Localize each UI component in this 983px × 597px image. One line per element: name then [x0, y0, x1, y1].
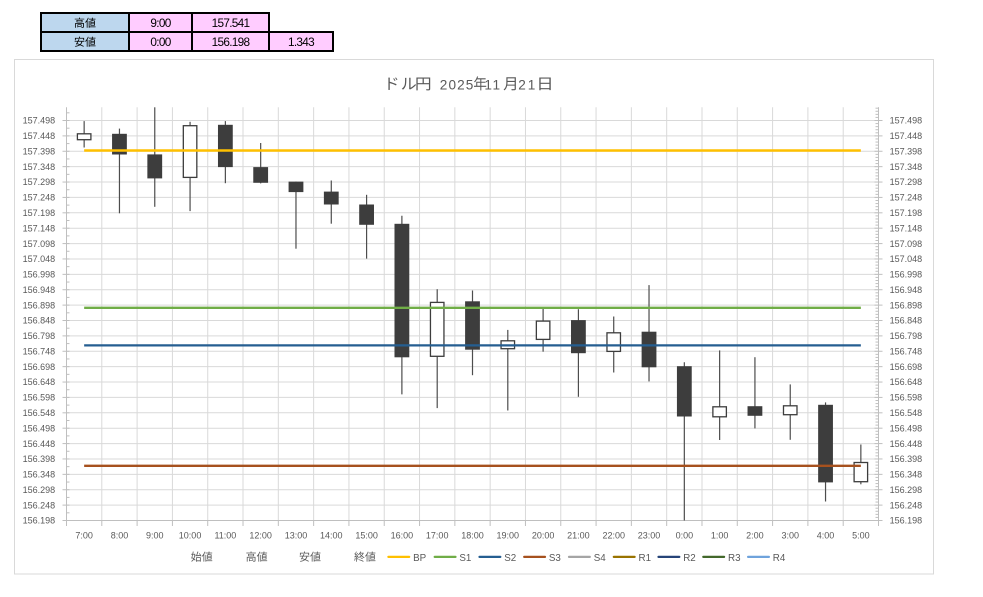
svg-text:0:00: 0:00 [676, 531, 694, 541]
svg-text:157.498: 157.498 [23, 116, 56, 126]
svg-text:156.498: 156.498 [890, 423, 923, 433]
svg-text:156.748: 156.748 [890, 346, 923, 356]
svg-text:156.448: 156.448 [23, 439, 56, 449]
svg-text:156.298: 156.298 [890, 485, 923, 495]
svg-text:157.398: 157.398 [23, 146, 56, 156]
svg-text:156.848: 156.848 [23, 316, 56, 326]
svg-text:157.198: 157.198 [23, 208, 56, 218]
svg-text:S3: S3 [549, 553, 562, 564]
svg-text:16:00: 16:00 [391, 531, 414, 541]
svg-text:R1: R1 [639, 553, 652, 564]
svg-text:157.048: 157.048 [23, 254, 56, 264]
svg-text:1:00: 1:00 [711, 531, 729, 541]
svg-text:156.548: 156.548 [23, 408, 56, 418]
svg-text:S2: S2 [504, 553, 516, 564]
svg-text:156.748: 156.748 [23, 346, 56, 356]
svg-text:157.541: 157.541 [212, 16, 250, 30]
svg-text:157.148: 157.148 [890, 223, 923, 233]
svg-text:15:00: 15:00 [355, 531, 378, 541]
svg-text:157.148: 157.148 [23, 223, 56, 233]
svg-text:157.248: 157.248 [890, 193, 923, 203]
svg-text:157.348: 157.348 [890, 162, 923, 172]
svg-text:156.898: 156.898 [23, 300, 56, 310]
svg-text:157.448: 157.448 [23, 131, 56, 141]
svg-text:2:00: 2:00 [746, 531, 764, 541]
svg-text:R3: R3 [728, 553, 741, 564]
svg-text:156.698: 156.698 [23, 362, 56, 372]
svg-text:156.548: 156.548 [890, 408, 923, 418]
svg-text:156.948: 156.948 [890, 285, 923, 295]
svg-text:21: 21 [518, 77, 537, 92]
svg-text:14:00: 14:00 [320, 531, 343, 541]
svg-text:R2: R2 [683, 553, 696, 564]
svg-text:11:00: 11:00 [214, 531, 236, 541]
svg-text:156.998: 156.998 [890, 270, 923, 280]
svg-text:BP: BP [413, 553, 427, 564]
svg-text:19:00: 19:00 [497, 531, 520, 541]
svg-text:156.198: 156.198 [23, 516, 56, 526]
svg-text:S4: S4 [594, 553, 607, 564]
svg-text:10:00: 10:00 [179, 531, 202, 541]
svg-text:13:00: 13:00 [285, 531, 308, 541]
svg-text:156.348: 156.348 [890, 470, 923, 480]
svg-text:157.098: 157.098 [890, 239, 923, 249]
svg-text:156.648: 156.648 [23, 377, 56, 387]
svg-text:2025: 2025 [440, 77, 475, 92]
svg-text:157.098: 157.098 [23, 239, 56, 249]
svg-text:157.448: 157.448 [890, 131, 923, 141]
svg-text:157.348: 157.348 [23, 162, 56, 172]
svg-text:11: 11 [484, 77, 501, 92]
svg-text:0:00: 0:00 [150, 35, 171, 49]
svg-text:7:00: 7:00 [75, 531, 93, 541]
svg-text:8:00: 8:00 [111, 531, 129, 541]
svg-text:157.198: 157.198 [890, 208, 923, 218]
svg-text:12:00: 12:00 [249, 531, 272, 541]
svg-text:156.598: 156.598 [890, 393, 923, 403]
svg-text:22:00: 22:00 [602, 531, 625, 541]
svg-text:S1: S1 [459, 553, 471, 564]
svg-text:156.598: 156.598 [23, 393, 56, 403]
svg-text:156.248: 156.248 [890, 500, 923, 510]
svg-text:156.798: 156.798 [890, 331, 923, 341]
svg-text:18:00: 18:00 [461, 531, 484, 541]
svg-text:156.248: 156.248 [23, 500, 56, 510]
svg-text:4:00: 4:00 [817, 531, 835, 541]
svg-text:1.343: 1.343 [288, 35, 315, 49]
svg-text:R4: R4 [773, 553, 786, 564]
svg-text:3:00: 3:00 [781, 531, 799, 541]
svg-text:156.198: 156.198 [890, 516, 923, 526]
svg-text:156.648: 156.648 [890, 377, 923, 387]
svg-text:157.498: 157.498 [890, 116, 923, 126]
svg-text:157.298: 157.298 [23, 177, 56, 187]
svg-text:157.298: 157.298 [890, 177, 923, 187]
svg-text:157.248: 157.248 [23, 193, 56, 203]
svg-text:156.298: 156.298 [23, 485, 56, 495]
svg-text:17:00: 17:00 [426, 531, 449, 541]
svg-text:156.698: 156.698 [890, 362, 923, 372]
svg-text:157.398: 157.398 [890, 146, 923, 156]
svg-text:9:00: 9:00 [146, 531, 164, 541]
svg-text:156.448: 156.448 [890, 439, 923, 449]
svg-text:156.798: 156.798 [23, 331, 56, 341]
svg-text:156.398: 156.398 [23, 454, 56, 464]
svg-text:21:00: 21:00 [567, 531, 590, 541]
svg-text:156.948: 156.948 [23, 285, 56, 295]
svg-text:156.348: 156.348 [23, 470, 56, 480]
svg-text:156.498: 156.498 [23, 423, 56, 433]
svg-text:157.048: 157.048 [890, 254, 923, 264]
svg-text:9:00: 9:00 [150, 16, 171, 30]
svg-text:156.848: 156.848 [890, 316, 923, 326]
svg-text:156.398: 156.398 [890, 454, 923, 464]
svg-text:5:00: 5:00 [852, 531, 870, 541]
svg-text:156.198: 156.198 [212, 35, 251, 49]
svg-text:23:00: 23:00 [638, 531, 661, 541]
svg-text:20:00: 20:00 [532, 531, 555, 541]
svg-text:156.898: 156.898 [890, 300, 923, 310]
svg-text:156.998: 156.998 [23, 270, 56, 280]
